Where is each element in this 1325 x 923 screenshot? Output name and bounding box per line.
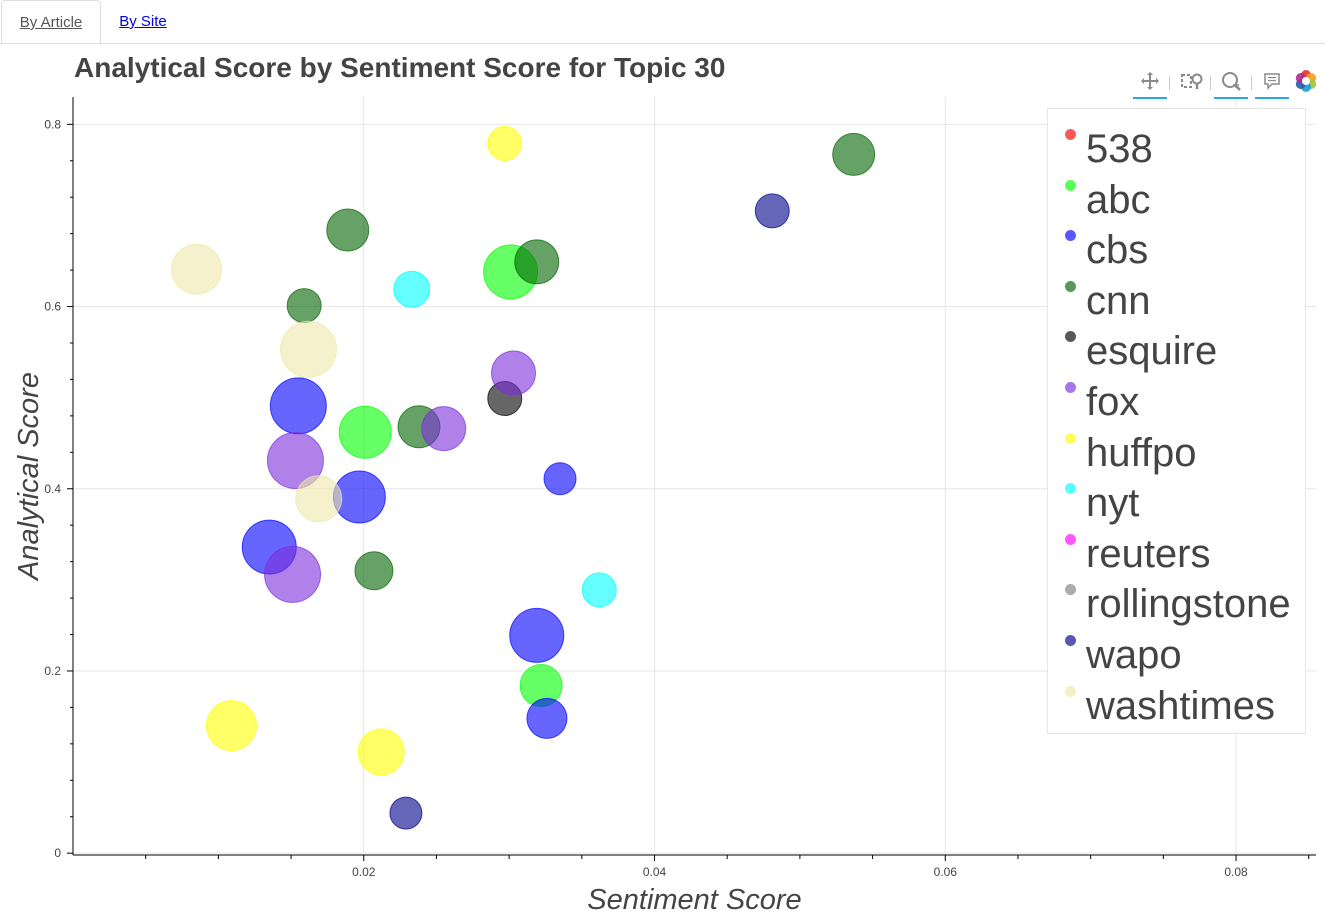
legend-item-nyt[interactable]: nyt	[1048, 473, 1305, 526]
legend-label: huffpo	[1086, 430, 1197, 475]
legend-marker	[1065, 230, 1076, 242]
scatter-point-wapo[interactable]	[389, 796, 423, 830]
legend-marker	[1065, 432, 1076, 444]
scatter-point-huffpo[interactable]	[357, 728, 405, 776]
scatter-point-huffpo[interactable]	[487, 125, 523, 161]
legend-item-washtimes[interactable]: washtimes	[1048, 676, 1305, 728]
scatter-point-washtimes[interactable]	[295, 475, 343, 523]
legend-item-huffpo[interactable]: huffpo	[1048, 423, 1305, 475]
x-tick-label: 0.06	[934, 865, 958, 879]
scatter-point-cbs[interactable]	[509, 607, 565, 663]
legend-marker	[1065, 129, 1076, 140]
x-tick-label: 0.02	[352, 865, 376, 879]
legend-label: nyt	[1086, 481, 1140, 526]
wheel-zoom-icon	[1222, 72, 1241, 91]
scatter-point-fox[interactable]	[421, 406, 467, 452]
scatter-point-washtimes[interactable]	[280, 320, 338, 378]
legend-marker	[1065, 533, 1076, 545]
x-tick-label: 0.08	[1224, 865, 1248, 879]
plot-toolbar	[1132, 66, 1322, 99]
chart-title: Analytical Score by Sentiment Score for …	[74, 52, 726, 83]
legend-label: 538	[1086, 127, 1153, 171]
scatter-point-huffpo[interactable]	[205, 700, 257, 752]
toolbar-separator	[1251, 76, 1252, 90]
legend-label: esquire	[1086, 329, 1218, 374]
bokeh-logo-icon	[1295, 70, 1317, 92]
x-tick-label: 0.04	[643, 865, 667, 879]
y-tick-label: 0.6	[44, 300, 61, 314]
box-zoom-icon	[1181, 73, 1203, 89]
hover-tool[interactable]	[1255, 66, 1289, 99]
legend-marker	[1065, 280, 1076, 292]
y-tick-label: 0.4	[44, 482, 61, 496]
tab-bar: By Article By Site	[0, 0, 1325, 45]
scatter-point-cnn[interactable]	[832, 132, 876, 176]
scatter-point-abc[interactable]	[338, 405, 392, 459]
tab-by-article[interactable]: By Article	[1, 0, 101, 45]
legend-marker	[1065, 635, 1076, 646]
legend-label: cbs	[1086, 228, 1149, 273]
scatter-point-cbs[interactable]	[543, 462, 577, 496]
scatter-point-fox[interactable]	[264, 545, 322, 603]
legend-label: abc	[1086, 177, 1151, 222]
hover-icon	[1264, 73, 1280, 90]
scatter-point-cnn[interactable]	[514, 239, 560, 285]
y-tick-label: 0	[54, 846, 61, 860]
y-axis-label: Analytical Score	[13, 372, 45, 582]
wheel-zoom-tool[interactable]	[1214, 66, 1248, 99]
legend-label: washtimes	[1086, 683, 1275, 728]
legend-item-reuters[interactable]: reuters	[1048, 524, 1305, 576]
tab-divider	[0, 43, 1325, 44]
scatter-point-washtimes[interactable]	[171, 243, 223, 295]
bokeh-logo[interactable]	[1294, 69, 1320, 95]
y-tick-label: 0.2	[44, 664, 61, 678]
tab-by-site[interactable]: By Site	[119, 13, 167, 30]
scatter-point-nyt[interactable]	[581, 572, 617, 608]
scatter-point-fox[interactable]	[266, 432, 324, 490]
legend-marker	[1065, 685, 1076, 697]
scatter-point-cbs[interactable]	[269, 377, 327, 435]
toolbar-separator	[1169, 76, 1170, 90]
legend-item-cbs[interactable]: cbs	[1048, 220, 1305, 273]
legend-marker	[1065, 584, 1076, 596]
pan-tool[interactable]	[1133, 66, 1167, 99]
legend-item-538[interactable]: 538	[1048, 119, 1305, 171]
scatter-point-fox[interactable]	[491, 350, 537, 396]
legend-item-esquire[interactable]: esquire	[1048, 321, 1305, 374]
legend-marker	[1065, 382, 1076, 393]
legend-item-abc[interactable]: abc	[1048, 170, 1305, 222]
legend-label: cnn	[1086, 278, 1151, 323]
legend-item-wapo[interactable]: wapo	[1048, 625, 1305, 677]
y-tick-label: 0.8	[44, 117, 61, 131]
legend-item-fox[interactable]: fox	[1048, 372, 1305, 424]
legend-label: rollingstone	[1086, 582, 1291, 627]
legend-marker	[1065, 179, 1076, 191]
legend-marker	[1065, 331, 1076, 343]
legend-item-rollingstone[interactable]: rollingstone	[1048, 574, 1305, 627]
box-zoom-tool[interactable]	[1174, 66, 1208, 97]
legend-marker	[1065, 483, 1076, 495]
scatter-point-cbs[interactable]	[526, 697, 568, 739]
scatter-point-cnn[interactable]	[326, 208, 370, 252]
legend-label: fox	[1086, 380, 1140, 424]
pan-icon	[1141, 72, 1159, 90]
scatter-points	[171, 125, 876, 830]
scatter-point-nyt[interactable]	[393, 270, 431, 308]
x-axis-label: Sentiment Score	[587, 884, 801, 916]
scatter-point-wapo[interactable]	[754, 193, 790, 229]
scatter-point-cnn[interactable]	[354, 551, 394, 591]
legend-label: wapo	[1086, 633, 1182, 677]
scatter-point-cnn[interactable]	[286, 288, 322, 324]
legend-label: reuters	[1086, 531, 1211, 576]
legend-item-cnn[interactable]: cnn	[1048, 271, 1305, 323]
chart-legend: 538 abc cbs cnn esquire fox huffpo nyt reuters ro…	[1047, 108, 1306, 734]
toolbar-separator	[1210, 76, 1211, 90]
